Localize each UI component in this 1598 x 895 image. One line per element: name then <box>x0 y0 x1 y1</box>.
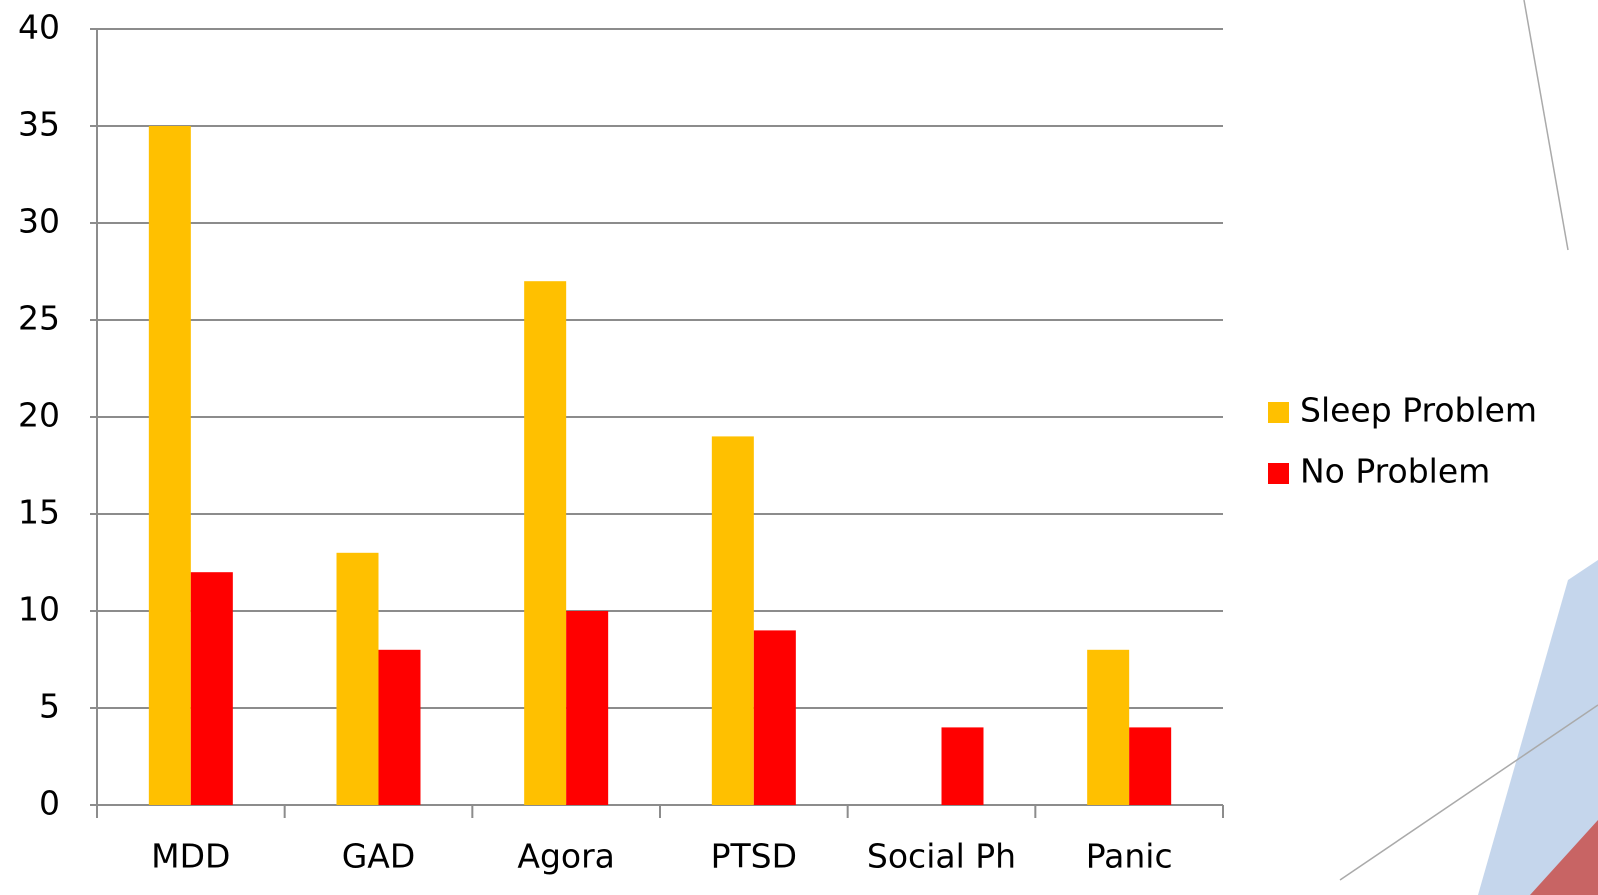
x-tick-label: MDD <box>151 837 230 876</box>
y-tick-label: 15 <box>18 493 60 532</box>
y-tick-label: 10 <box>18 590 60 629</box>
bar <box>524 281 567 805</box>
x-tick-label: Panic <box>1086 837 1173 876</box>
y-tick-label: 0 <box>39 784 60 823</box>
bar <box>753 630 796 805</box>
y-tick-label: 25 <box>18 299 60 338</box>
bar <box>1129 727 1172 805</box>
bar <box>148 126 191 805</box>
legend-label: No Problem <box>1300 452 1490 491</box>
x-tick-label: GAD <box>342 837 416 876</box>
y-tick-label: 30 <box>18 202 60 241</box>
bar <box>711 436 754 805</box>
legend-swatch <box>1268 463 1289 484</box>
bar <box>190 572 233 805</box>
bar <box>378 649 421 805</box>
legend-label: Sleep Problem <box>1300 391 1537 430</box>
y-tick-label: 35 <box>18 105 60 144</box>
y-tick-label: 40 <box>18 8 60 47</box>
x-tick-label: Social Ph <box>867 837 1016 876</box>
bar <box>941 727 984 805</box>
bar <box>1087 649 1130 805</box>
decoration <box>1339 0 1598 895</box>
y-tick-label: 5 <box>39 687 60 726</box>
legend-swatch <box>1268 402 1289 423</box>
y-tick-label: 20 <box>18 396 60 435</box>
x-tick-label: Agora <box>517 837 615 876</box>
x-tick-label: PTSD <box>711 837 797 876</box>
bar <box>336 552 379 805</box>
bar <box>566 611 609 805</box>
